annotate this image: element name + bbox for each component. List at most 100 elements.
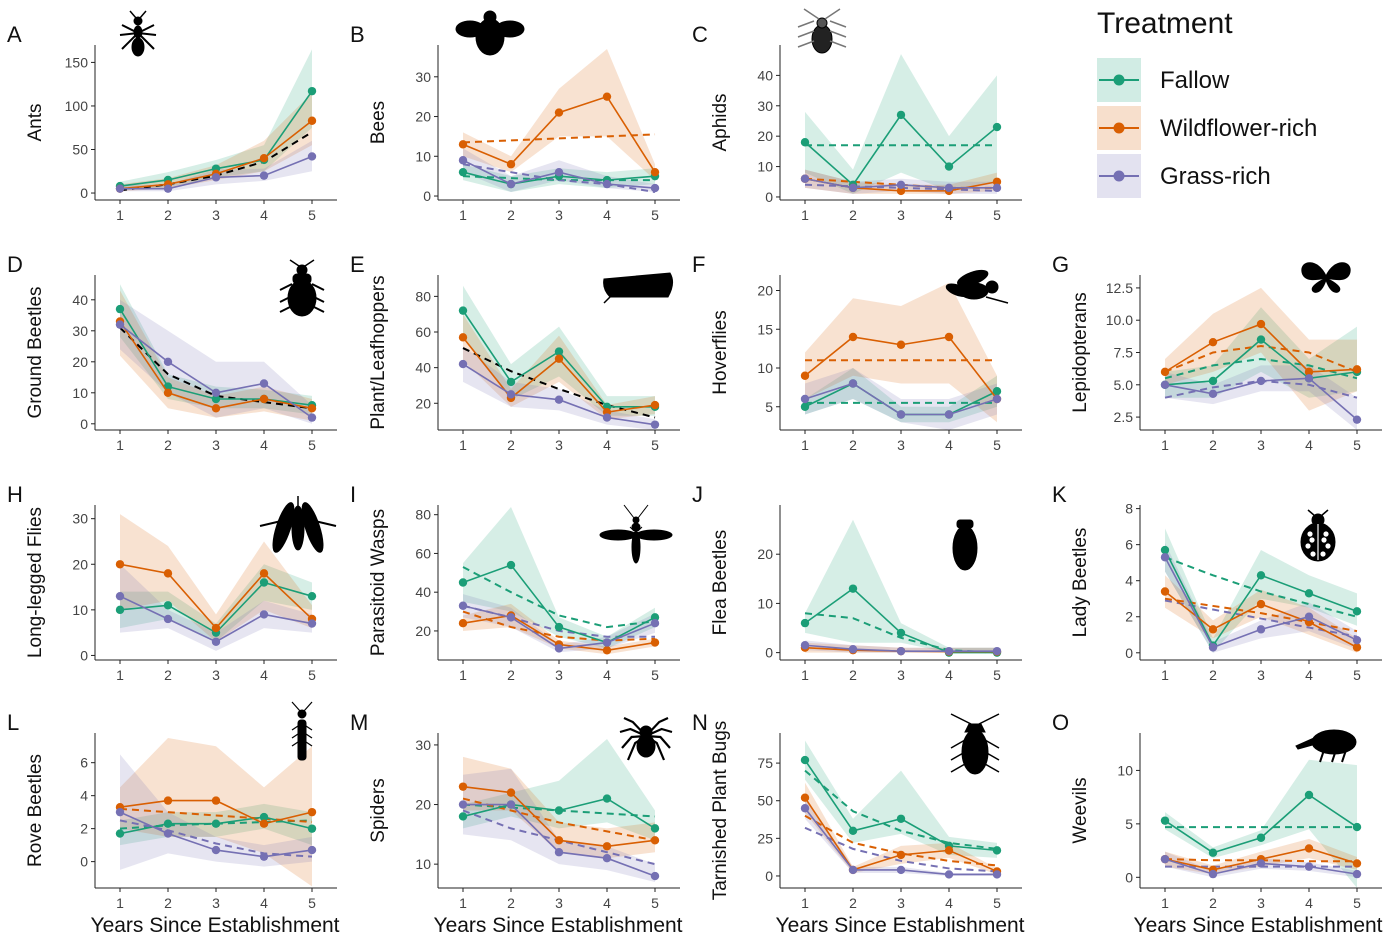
data-point bbox=[944, 162, 954, 171]
y-axis-title: Long-legged Flies bbox=[25, 507, 46, 658]
panel-f: 5 10 15 20 1 2 3 4 5 Hoverflies F bbox=[692, 252, 1022, 453]
data-point bbox=[163, 388, 173, 397]
x-tick-label: 1 bbox=[801, 207, 809, 223]
data-point bbox=[259, 171, 269, 180]
y-tick-label: 0 bbox=[80, 854, 88, 870]
data-point bbox=[259, 610, 269, 619]
y-tick-label: 0 bbox=[1125, 645, 1133, 661]
x-tick-label: 4 bbox=[260, 895, 268, 911]
x-tick-label: 4 bbox=[260, 207, 268, 223]
aphid-icon bbox=[797, 8, 847, 54]
data-point bbox=[259, 819, 269, 828]
data-point bbox=[1304, 790, 1314, 800]
panel-letter: D bbox=[7, 252, 23, 277]
data-point bbox=[896, 865, 906, 875]
data-point bbox=[602, 794, 612, 803]
y-tick-label: 5.0 bbox=[1114, 377, 1134, 393]
fit-line bbox=[1164, 357, 1358, 380]
data-point bbox=[554, 622, 564, 632]
y-axis-title: Parasitoid Wasps bbox=[368, 509, 389, 656]
data-point bbox=[554, 347, 564, 356]
x-tick-label: 2 bbox=[849, 895, 857, 911]
data-point bbox=[602, 842, 612, 851]
x-tick-label: 4 bbox=[1305, 667, 1313, 683]
ci-ribbon bbox=[120, 754, 312, 870]
data-point bbox=[650, 167, 660, 177]
data-point bbox=[307, 807, 317, 817]
data-point bbox=[554, 167, 564, 177]
x-tick-label: 2 bbox=[1209, 895, 1217, 911]
y-tick-label: 50 bbox=[757, 793, 773, 809]
x-tick-label: 2 bbox=[507, 895, 515, 911]
y-tick-label: 10 bbox=[757, 159, 773, 175]
data-point bbox=[307, 116, 317, 125]
data-point bbox=[650, 613, 660, 622]
data-point bbox=[458, 601, 468, 610]
data-point bbox=[458, 333, 468, 342]
data-point bbox=[458, 618, 468, 628]
data-point bbox=[1352, 643, 1362, 652]
y-tick-label: 25 bbox=[757, 830, 773, 846]
y-tick-label: 2 bbox=[1125, 609, 1133, 625]
data-point bbox=[602, 853, 612, 863]
y-tick-label: 40 bbox=[415, 360, 431, 376]
data-point bbox=[896, 110, 906, 120]
ant-icon bbox=[119, 10, 157, 57]
overall-fit-line bbox=[119, 326, 313, 410]
legend-item-fallow: Fallow bbox=[1097, 58, 1230, 102]
y-tick-label: 30 bbox=[72, 323, 88, 339]
data-point bbox=[1208, 848, 1218, 857]
data-point bbox=[1304, 367, 1314, 377]
legend-item-grass: Grass-rich bbox=[1097, 154, 1271, 198]
y-axis-title: Ground Beetles bbox=[25, 286, 46, 418]
data-point bbox=[506, 160, 516, 169]
y-tick-label: 20 bbox=[415, 797, 431, 813]
x-tick-label: 5 bbox=[993, 437, 1001, 453]
x-tick-label: 2 bbox=[849, 437, 857, 453]
data-point bbox=[1256, 319, 1266, 329]
data-point bbox=[896, 628, 906, 638]
data-point bbox=[896, 180, 906, 190]
x-tick-label: 2 bbox=[507, 437, 515, 453]
x-tick-label: 3 bbox=[897, 207, 905, 223]
data-point bbox=[896, 410, 906, 419]
data-point bbox=[554, 644, 564, 653]
data-point bbox=[554, 836, 564, 845]
data-point bbox=[458, 359, 468, 369]
data-point bbox=[458, 140, 468, 149]
ci-ribbon bbox=[120, 92, 312, 192]
y-tick-label: 40 bbox=[415, 584, 431, 600]
data-point bbox=[211, 394, 221, 404]
data-point bbox=[800, 371, 810, 380]
x-tick-label: 4 bbox=[945, 437, 953, 453]
rove-beetle-icon bbox=[291, 701, 313, 761]
fit-line bbox=[462, 566, 656, 629]
data-point bbox=[992, 646, 1002, 656]
x-tick-label: 4 bbox=[603, 667, 611, 683]
y-tick-label: 8 bbox=[1125, 501, 1133, 517]
data-point bbox=[1304, 612, 1314, 621]
y-tick-label: 20 bbox=[415, 623, 431, 639]
ci-ribbon bbox=[463, 738, 655, 841]
flea-beetle-icon bbox=[952, 519, 978, 571]
y-tick-label: 12.5 bbox=[1106, 280, 1133, 296]
data-point bbox=[115, 320, 125, 329]
data-point bbox=[115, 560, 125, 569]
data-point bbox=[1208, 389, 1218, 399]
data-point bbox=[992, 387, 1002, 396]
fit-line bbox=[804, 814, 998, 867]
data-point bbox=[992, 870, 1002, 879]
data-point bbox=[554, 108, 564, 117]
data-point bbox=[211, 388, 221, 397]
y-tick-label: 60 bbox=[415, 324, 431, 340]
weevil-icon bbox=[1295, 729, 1357, 763]
data-point bbox=[1208, 643, 1218, 652]
x-tick-label: 2 bbox=[164, 207, 172, 223]
y-tick-label: 2.5 bbox=[1114, 409, 1134, 425]
data-point bbox=[554, 395, 564, 404]
hoverfly-icon bbox=[945, 269, 1009, 304]
data-point bbox=[1352, 365, 1362, 374]
data-point bbox=[848, 379, 858, 388]
fit-line bbox=[119, 819, 313, 858]
